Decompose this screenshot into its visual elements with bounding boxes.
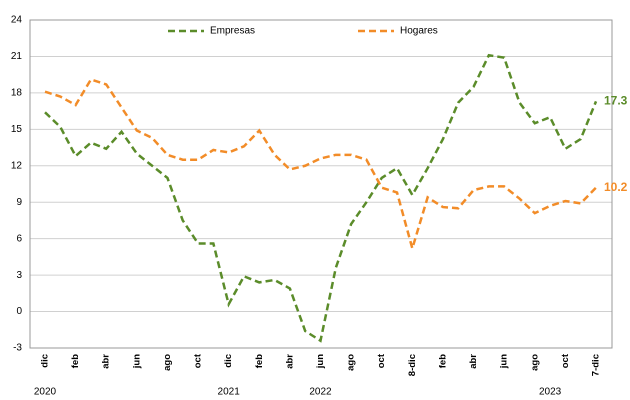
series-line — [44, 53, 598, 343]
x-tick-label: oct — [193, 353, 204, 368]
x-tick-label: ago — [162, 354, 173, 371]
year-label: 2020 — [34, 387, 57, 398]
x-tick-label: feb — [254, 354, 265, 368]
x-tick-label: oct — [376, 353, 387, 368]
y-tick-label: 3 — [16, 270, 22, 281]
y-tick-label: 12 — [11, 160, 23, 171]
x-tick-label: ago — [529, 354, 540, 371]
x-tick-label: feb — [437, 354, 448, 368]
x-tick-label: jun — [131, 354, 142, 369]
y-tick-label: 15 — [11, 124, 23, 135]
plot-border — [29, 19, 613, 349]
y-tick-label: 9 — [16, 197, 22, 208]
x-tick-label: feb — [70, 354, 81, 368]
x-tick-label: ago — [346, 354, 357, 371]
x-tick-label: jun — [315, 354, 326, 369]
legend-label: Hogares — [400, 26, 438, 37]
x-tick-label: abr — [284, 354, 295, 369]
y-tick-label: 24 — [11, 15, 23, 26]
legend-label: Empresas — [210, 26, 255, 37]
y-tick-label: 18 — [11, 88, 23, 99]
year-label: 2022 — [309, 387, 332, 398]
series-line — [44, 78, 597, 253]
x-tick-label: abr — [101, 354, 112, 369]
y-tick-label: 21 — [11, 51, 23, 62]
y-tick-label: 0 — [16, 306, 22, 317]
x-tick-label: abr — [468, 354, 479, 369]
y-tick-label: -3 — [13, 343, 22, 354]
x-tick-label: 8-dic — [407, 354, 418, 376]
end-value-label: 10.2 — [604, 180, 628, 194]
year-label: 2021 — [218, 387, 241, 398]
end-value-label: 17.3 — [604, 94, 628, 108]
x-tick-label: 7-dic — [591, 354, 602, 376]
x-tick-label: oct — [560, 353, 571, 368]
year-label: 2023 — [539, 387, 562, 398]
x-tick-label: dic — [40, 354, 51, 368]
y-tick-label: 6 — [16, 233, 22, 244]
x-tick-label: jun — [499, 354, 510, 369]
x-tick-label: dic — [223, 354, 234, 368]
